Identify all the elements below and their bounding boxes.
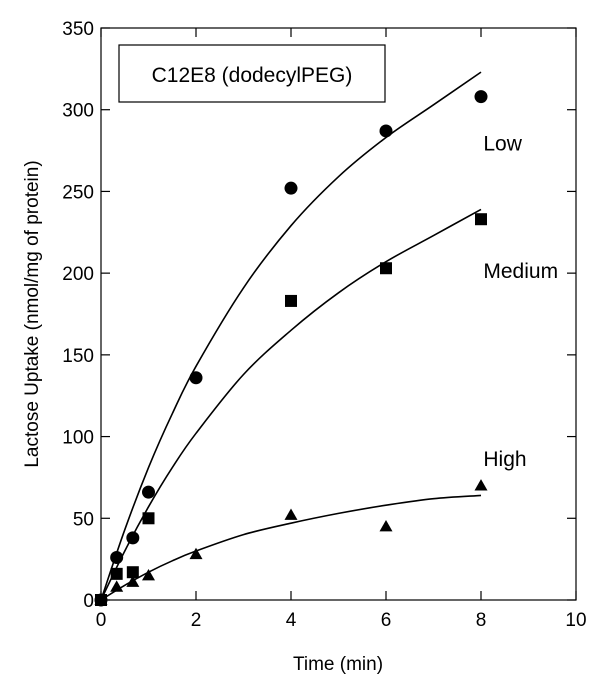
legend-box bbox=[118, 44, 386, 103]
point-low-circle bbox=[474, 90, 488, 104]
fit-curve-low bbox=[100, 71, 482, 601]
point-medium-square bbox=[285, 294, 297, 307]
y-tick-label: 300 bbox=[62, 101, 94, 122]
y-tick-label: 50 bbox=[73, 509, 94, 530]
point-low-circle bbox=[126, 531, 140, 545]
point-high-triangle bbox=[126, 575, 140, 587]
data-points bbox=[94, 90, 488, 607]
point-medium-square bbox=[110, 567, 123, 580]
point-medium-square bbox=[380, 262, 392, 275]
point-low-circle bbox=[142, 485, 155, 499]
x-tick-label: 8 bbox=[476, 610, 487, 631]
legend-box-text: C12E8 (dodecylPEG) bbox=[152, 64, 353, 87]
y-axis-label: Lactose Uptake (nmol/mg of protein) bbox=[22, 160, 43, 467]
x-tick-label: 2 bbox=[191, 610, 202, 631]
x-tick-label: 6 bbox=[381, 610, 392, 631]
point-low-circle bbox=[110, 551, 124, 565]
fit-curve-high bbox=[100, 494, 482, 601]
y-tick-label: 350 bbox=[62, 19, 94, 40]
series-label-medium: Medium bbox=[483, 260, 558, 283]
point-high-triangle bbox=[94, 593, 108, 605]
series-label-low: Low bbox=[483, 133, 522, 156]
y-tick-label: 0 bbox=[83, 591, 94, 612]
fit-curves bbox=[100, 71, 482, 601]
point-high-triangle bbox=[284, 508, 298, 520]
point-medium-square bbox=[475, 213, 487, 226]
y-tick-label: 150 bbox=[62, 346, 94, 367]
series-label-high: High bbox=[483, 448, 526, 471]
point-low-circle bbox=[379, 124, 393, 138]
point-low-circle bbox=[284, 181, 298, 195]
point-high-triangle bbox=[474, 479, 488, 491]
fit-curve-medium bbox=[100, 208, 482, 601]
y-tick-label: 250 bbox=[62, 182, 94, 203]
point-high-triangle bbox=[142, 568, 155, 581]
point-medium-square bbox=[126, 566, 139, 579]
point-high-triangle bbox=[110, 580, 124, 592]
series-labels: Low Medium High bbox=[483, 133, 558, 471]
plot-frame bbox=[100, 27, 577, 601]
y-tick-label: 200 bbox=[62, 264, 94, 285]
point-high-triangle bbox=[379, 519, 393, 532]
point-high-triangle bbox=[189, 547, 203, 560]
point-medium-square bbox=[142, 512, 155, 525]
x-tick-label: 4 bbox=[286, 610, 297, 631]
x-axis-label: Time (min) bbox=[293, 654, 383, 675]
y-tick-label: 100 bbox=[62, 428, 94, 449]
point-low-circle bbox=[189, 371, 203, 385]
x-tick-label: 0 bbox=[96, 610, 107, 631]
x-tick-label: 10 bbox=[565, 610, 586, 631]
